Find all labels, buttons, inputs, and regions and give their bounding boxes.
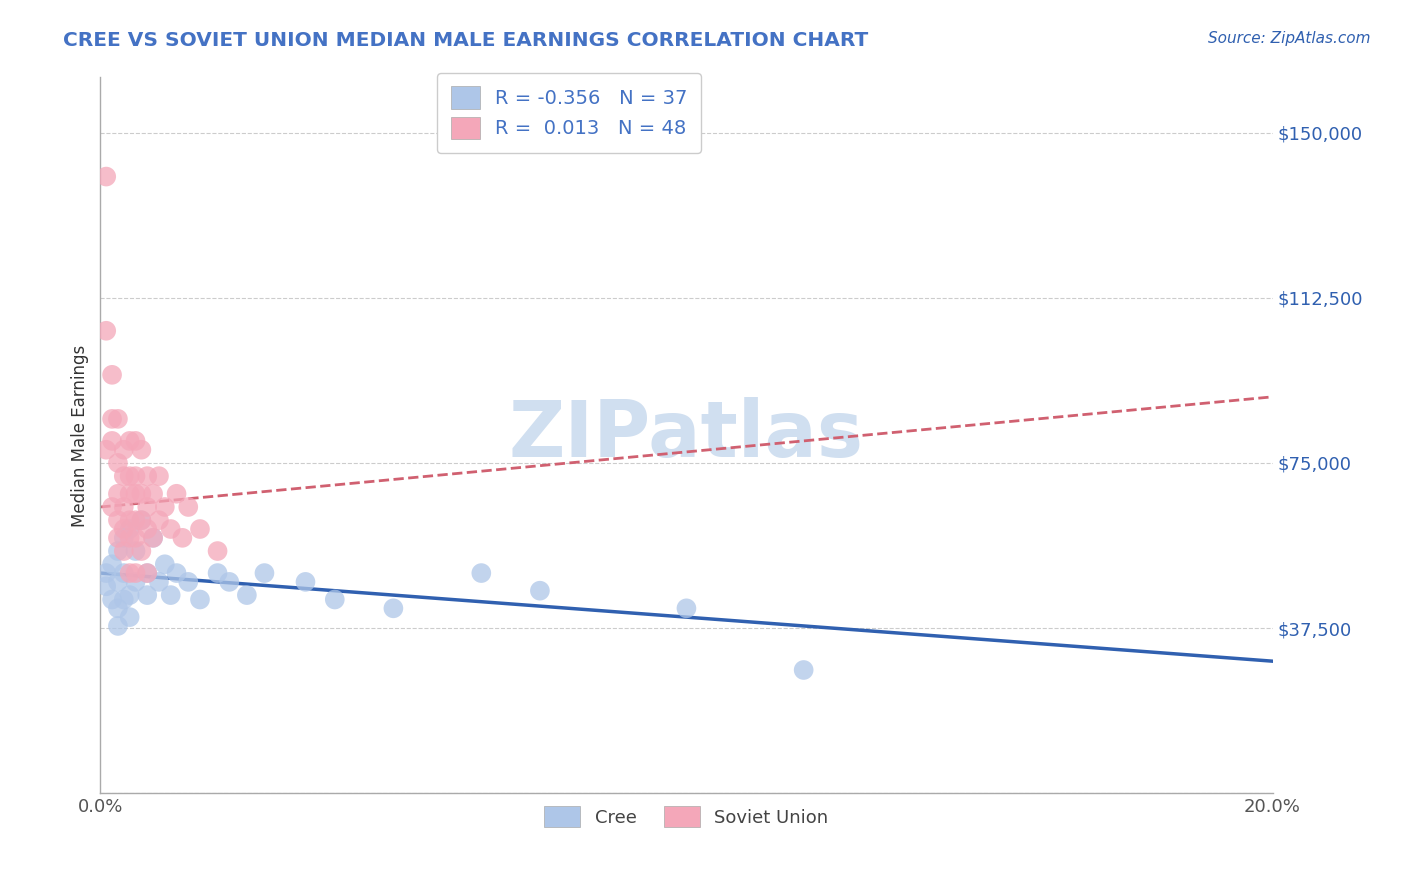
- Point: [159, 588, 181, 602]
- Text: CREE VS SOVIET UNION MEDIAN MALE EARNINGS CORRELATION CHART: CREE VS SOVIET UNION MEDIAN MALE EARNING…: [63, 31, 869, 50]
- Point: [124, 487, 146, 501]
- Point: [136, 588, 159, 602]
- Point: [101, 368, 124, 382]
- Point: [159, 522, 181, 536]
- Point: [96, 169, 118, 184]
- Point: [107, 487, 129, 501]
- Point: [124, 574, 146, 589]
- Point: [107, 456, 129, 470]
- Point: [112, 544, 135, 558]
- Point: [118, 522, 141, 536]
- Point: [148, 513, 170, 527]
- Point: [131, 544, 153, 558]
- Point: [124, 566, 146, 580]
- Point: [188, 522, 211, 536]
- Point: [131, 513, 153, 527]
- Point: [118, 469, 141, 483]
- Point: [153, 500, 176, 514]
- Point: [107, 531, 129, 545]
- Point: [112, 592, 135, 607]
- Point: [96, 442, 118, 457]
- Point: [131, 442, 153, 457]
- Point: [207, 544, 229, 558]
- Point: [142, 531, 165, 545]
- Point: [112, 566, 135, 580]
- Point: [136, 566, 159, 580]
- Point: [136, 469, 159, 483]
- Point: [124, 544, 146, 558]
- Point: [188, 592, 211, 607]
- Point: [96, 566, 118, 580]
- Point: [118, 610, 141, 624]
- Point: [124, 531, 146, 545]
- Point: [253, 566, 276, 580]
- Point: [112, 442, 135, 457]
- Point: [323, 592, 346, 607]
- Text: ZIPatlas: ZIPatlas: [509, 398, 863, 474]
- Point: [107, 601, 129, 615]
- Point: [793, 663, 815, 677]
- Point: [166, 566, 188, 580]
- Point: [124, 469, 146, 483]
- Point: [124, 434, 146, 448]
- Point: [177, 574, 200, 589]
- Point: [101, 434, 124, 448]
- Point: [101, 412, 124, 426]
- Point: [112, 531, 135, 545]
- Point: [118, 566, 141, 580]
- Point: [101, 592, 124, 607]
- Point: [294, 574, 316, 589]
- Point: [107, 619, 129, 633]
- Point: [675, 601, 697, 615]
- Point: [131, 487, 153, 501]
- Point: [166, 487, 188, 501]
- Point: [148, 469, 170, 483]
- Point: [107, 544, 129, 558]
- Point: [107, 412, 129, 426]
- Point: [118, 434, 141, 448]
- Point: [136, 522, 159, 536]
- Point: [112, 500, 135, 514]
- Point: [107, 574, 129, 589]
- Point: [118, 487, 141, 501]
- Point: [101, 500, 124, 514]
- Point: [96, 324, 118, 338]
- Point: [118, 588, 141, 602]
- Point: [142, 531, 165, 545]
- Point: [172, 531, 194, 545]
- Point: [131, 513, 153, 527]
- Point: [142, 487, 165, 501]
- Point: [470, 566, 492, 580]
- Text: Source: ZipAtlas.com: Source: ZipAtlas.com: [1208, 31, 1371, 46]
- Point: [124, 513, 146, 527]
- Point: [96, 579, 118, 593]
- Point: [136, 566, 159, 580]
- Y-axis label: Median Male Earnings: Median Male Earnings: [72, 344, 89, 526]
- Point: [218, 574, 240, 589]
- Point: [529, 583, 551, 598]
- Point: [101, 558, 124, 572]
- Point: [382, 601, 405, 615]
- Point: [107, 513, 129, 527]
- Point: [177, 500, 200, 514]
- Point: [112, 469, 135, 483]
- Legend: Cree, Soviet Union: Cree, Soviet Union: [537, 799, 835, 834]
- Point: [236, 588, 259, 602]
- Point: [118, 513, 141, 527]
- Point: [118, 531, 141, 545]
- Point: [148, 574, 170, 589]
- Point: [112, 522, 135, 536]
- Point: [136, 500, 159, 514]
- Point: [207, 566, 229, 580]
- Point: [153, 558, 176, 572]
